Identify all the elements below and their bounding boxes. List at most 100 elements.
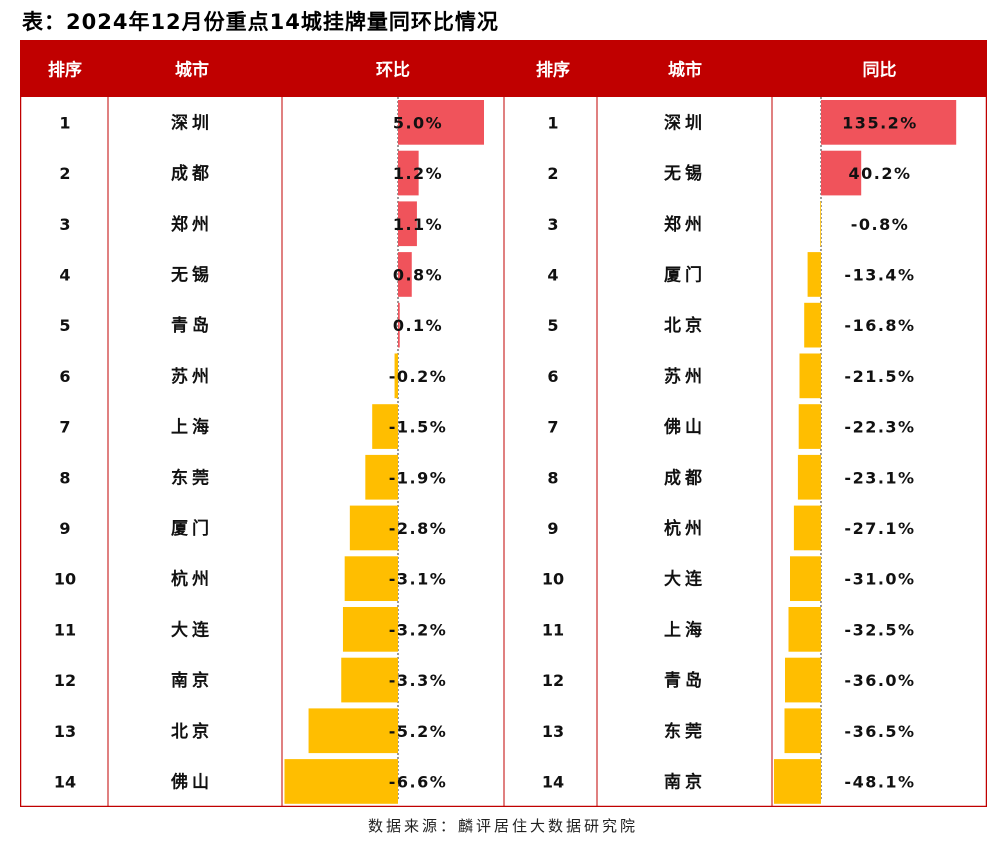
rank-cell: 13 [542, 722, 564, 741]
data-bar [785, 657, 821, 703]
rank-cell: 6 [547, 367, 558, 386]
rank-cell: 1 [547, 113, 558, 132]
data-bar [798, 404, 821, 449]
city-cell: 大连 [171, 619, 213, 640]
data-label: -23.1% [844, 468, 915, 487]
city-cell: 深圳 [664, 112, 706, 133]
rank-cell: 3 [59, 215, 70, 234]
data-label: -21.5% [844, 367, 915, 386]
rank-cell: 4 [547, 265, 558, 284]
data-bar [788, 607, 821, 652]
data-bar [821, 100, 957, 145]
data-label: -6.6% [389, 772, 448, 791]
city-cell: 上海 [664, 619, 706, 640]
rank-cell: 9 [547, 519, 558, 538]
city-cell: 南京 [664, 771, 706, 792]
data-bar [398, 100, 484, 145]
data-label: -32.5% [844, 620, 915, 639]
header-city: 城市 [668, 60, 702, 81]
city-cell: 深圳 [171, 112, 213, 133]
rank-cell: 9 [59, 519, 70, 538]
city-cell: 佛山 [663, 417, 706, 438]
data-bar [284, 759, 398, 804]
rank-cell: 8 [547, 468, 558, 487]
data-label: 1.2% [393, 164, 443, 183]
rank-cell: 5 [59, 316, 70, 335]
data-label: -22.3% [844, 418, 915, 437]
rank-cell: 14 [542, 772, 564, 791]
data-label: -0.8% [851, 215, 910, 234]
city-cell: 大连 [664, 569, 706, 590]
city-cell: 成都 [171, 163, 213, 184]
data-bar [349, 505, 398, 551]
data-label: -1.9% [389, 468, 448, 487]
data-label: -0.2% [389, 367, 448, 386]
city-cell: 郑州 [664, 214, 706, 235]
city-cell: 杭州 [171, 569, 213, 590]
data-bar [308, 708, 398, 754]
header-change: 环比 [376, 60, 410, 81]
data-label: -5.2% [389, 722, 448, 741]
city-cell: 北京 [664, 315, 706, 336]
city-cell: 上海 [171, 417, 213, 438]
sub-table-mom: 排序 城市 环比 1 深圳 5.0% 2 成都 1.2% 3 郑州 1.1% 4 无锡 0.8% 5 青岛 0.1… [48, 60, 484, 804]
data-bar [807, 252, 821, 297]
rank-cell: 12 [54, 671, 76, 690]
city-cell: 苏州 [664, 366, 706, 387]
rank-cell: 11 [54, 620, 76, 639]
city-cell: 无锡 [663, 163, 706, 184]
data-label: 0.1% [393, 316, 443, 335]
rank-cell: 11 [542, 620, 564, 639]
city-cell: 佛山 [170, 771, 213, 792]
rank-cell: 4 [59, 265, 70, 284]
data-label: -31.0% [844, 570, 915, 589]
data-table: 排序 城市 环比 1 深圳 5.0% 2 成都 1.2% 3 郑州 1.1% 4 无锡 0.8% 5 青岛 0.1… [20, 40, 987, 807]
header-change: 同比 [863, 60, 897, 81]
data-label: -36.0% [844, 671, 915, 690]
header-city: 城市 [175, 60, 209, 81]
data-bar [341, 657, 398, 703]
data-label: -3.1% [389, 570, 448, 589]
data-bar [398, 150, 419, 196]
rank-cell: 2 [59, 164, 70, 183]
source-note: 数据来源：麟评居住大数据研究院 [367, 817, 638, 835]
rank-cell: 8 [59, 468, 70, 487]
sub-table-yoy: 排序 城市 同比 1 深圳 135.2% 2 无锡 40.2% 3 郑州 -0.8% 4 厦门 -13.4%… [536, 60, 957, 804]
data-label: -2.8% [389, 519, 448, 538]
data-bar [797, 454, 821, 500]
city-cell: 苏州 [171, 366, 213, 387]
rank-cell: 6 [59, 367, 70, 386]
data-bar [394, 353, 398, 399]
data-bar [365, 454, 398, 500]
city-cell: 东莞 [664, 721, 706, 742]
city-cell: 厦门 [664, 264, 706, 285]
data-bar [398, 302, 400, 348]
rank-cell: 10 [54, 570, 76, 589]
data-label: -48.1% [844, 772, 915, 791]
rank-cell: 7 [59, 418, 70, 437]
table-header-band [20, 40, 987, 97]
city-cell: 郑州 [171, 214, 213, 235]
data-label: -3.2% [389, 620, 448, 639]
data-bar [342, 607, 398, 652]
data-label: -27.1% [844, 519, 915, 538]
data-bar [784, 708, 821, 754]
city-cell: 无锡 [170, 264, 213, 285]
data-bar [774, 759, 821, 804]
data-bar [790, 556, 821, 601]
data-label: -1.5% [389, 418, 448, 437]
data-bar [344, 556, 398, 601]
chart-title: 表：2024年12月份重点14城挂牌量同环比情况 [22, 10, 499, 34]
data-bar [821, 150, 862, 196]
rank-cell: 14 [54, 772, 76, 791]
rank-cell: 10 [542, 570, 564, 589]
rank-cell: 5 [547, 316, 558, 335]
data-label: -3.3% [389, 671, 448, 690]
city-cell: 东莞 [171, 467, 213, 488]
rank-cell: 12 [542, 671, 564, 690]
data-label: -13.4% [844, 265, 915, 284]
city-cell: 青岛 [664, 670, 706, 691]
rank-cell: 2 [547, 164, 558, 183]
city-cell: 北京 [171, 721, 213, 742]
data-label: -16.8% [844, 316, 915, 335]
